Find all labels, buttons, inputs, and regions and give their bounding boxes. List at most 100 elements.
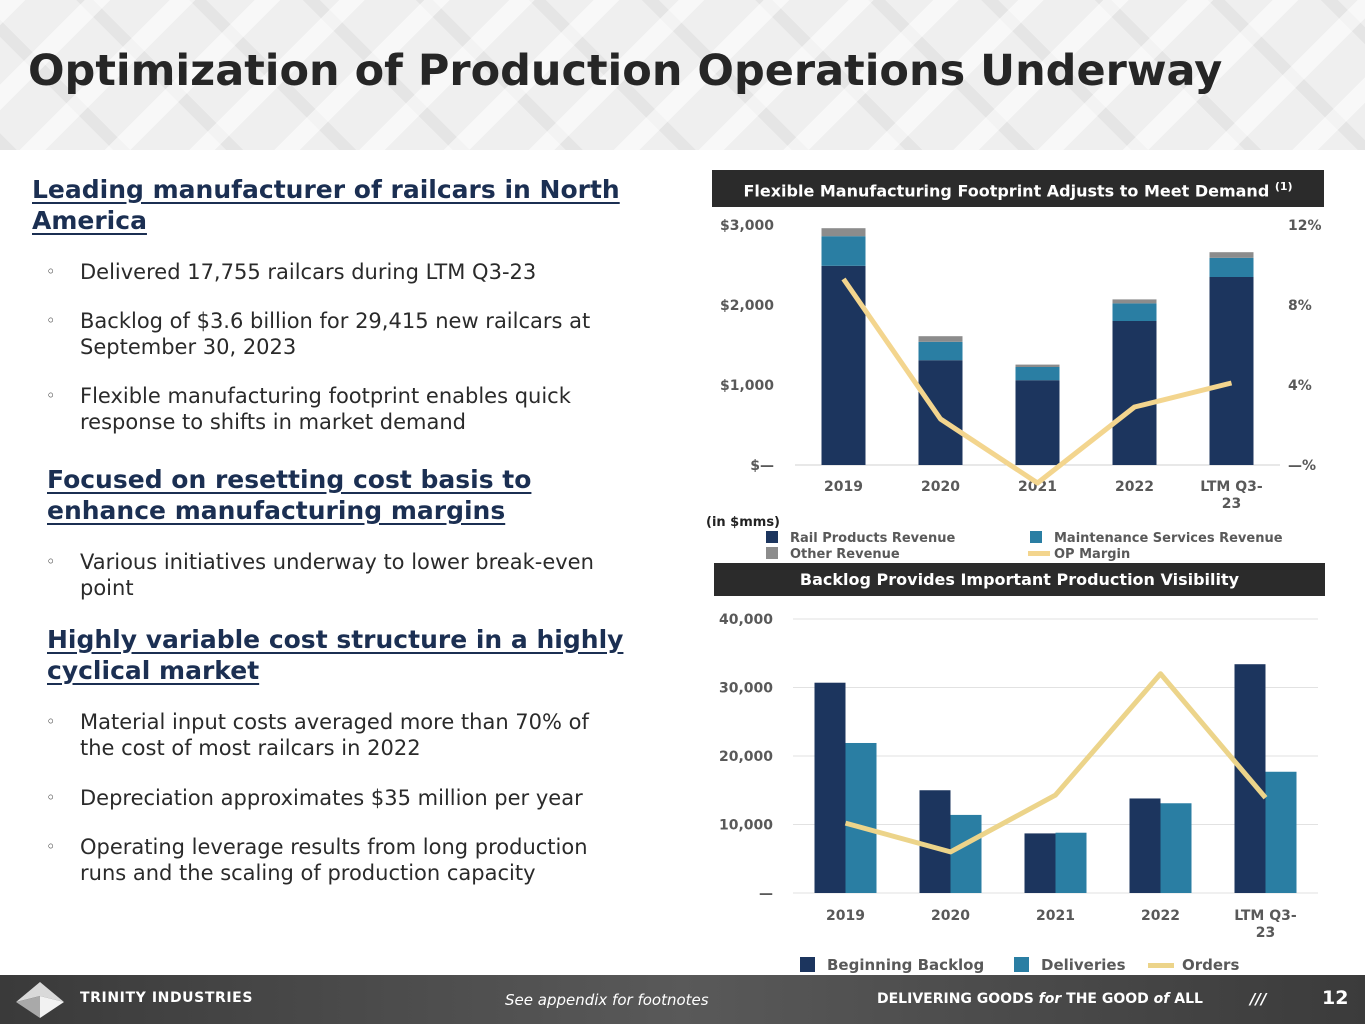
bullet-line: Backlog of $3.6 billion for 29,415 new r… xyxy=(80,309,591,333)
bullet-item: ◦ Depreciation approximates $35 million p… xyxy=(46,785,583,811)
tagline-part: DELIVERING GOODS xyxy=(877,991,1039,1007)
bullet-item: ◦ Material input costs averaged more than… xyxy=(46,709,589,761)
bullet-glyph: ◦ xyxy=(46,712,56,731)
bullet-line: Various initiatives underway to lower br… xyxy=(80,550,594,574)
section-heading-line: cyclical market xyxy=(47,656,260,685)
op-margin-line xyxy=(841,277,1233,486)
x-tick-label: 2020 xyxy=(931,908,970,924)
x-tick-label: 2022 xyxy=(1141,908,1180,924)
legend-label: Maintenance Services Revenue xyxy=(1054,531,1283,546)
bar xyxy=(814,682,846,893)
bullet-glyph: ◦ xyxy=(46,262,56,281)
legend-label: Beginning Backlog xyxy=(827,956,984,974)
legend-label: Rail Products Revenue xyxy=(790,531,955,546)
bar-segment xyxy=(1209,252,1254,258)
section-heading: Focused on resetting cost basis to enhanc… xyxy=(47,464,531,526)
bar xyxy=(1024,833,1056,893)
bar-segment xyxy=(918,360,963,465)
bullet-line: point xyxy=(80,576,134,600)
bar-segment xyxy=(1015,380,1060,465)
bar-segment xyxy=(1209,277,1254,465)
legend-line-swatch xyxy=(1028,551,1050,556)
section-heading-line: Focused on resetting cost basis to xyxy=(47,465,532,494)
left-content: Leading manufacturer of railcars in Nort… xyxy=(0,150,690,970)
bar-segment xyxy=(1209,257,1254,277)
panel2-title-bar: Backlog Provides Important Production Vi… xyxy=(714,563,1325,596)
tagline-part: ALL xyxy=(1169,991,1203,1007)
bullet-line: response to shifts in market demand xyxy=(80,410,467,434)
y-tick-label: $3,000 xyxy=(720,218,774,234)
legend-swatch xyxy=(1014,957,1029,972)
x-tick-label: 2022 xyxy=(1115,479,1154,495)
tagline-part: of xyxy=(1153,991,1170,1007)
y-tick-label: 20,000 xyxy=(719,749,773,765)
bar xyxy=(1265,771,1297,893)
bullet-glyph: ◦ xyxy=(46,311,56,330)
y-tick-label: 40,000 xyxy=(719,612,773,628)
bar-segment xyxy=(821,228,866,237)
bullet-glyph: ◦ xyxy=(46,552,56,571)
tagline-part: for xyxy=(1038,991,1062,1007)
y-tick-label: $1,000 xyxy=(720,378,774,394)
bullet-line: Material input costs averaged more than … xyxy=(80,710,589,734)
bullet-glyph: ◦ xyxy=(46,386,56,405)
bar-segment xyxy=(821,236,866,266)
legend-swatch xyxy=(766,547,778,559)
bullet-line: runs and the scaling of production capac… xyxy=(80,861,536,885)
units-note: (in $mms) xyxy=(706,515,780,530)
x-tick-label: 23 xyxy=(1256,925,1275,941)
y-tick-label: 10,000 xyxy=(719,818,773,834)
orders-line xyxy=(844,671,1268,855)
bullet-line: Flexible manufacturing footprint enables… xyxy=(80,384,571,408)
bar-segment xyxy=(918,336,963,342)
bullet-item: ◦ Backlog of $3.6 billion for 29,415 new … xyxy=(46,308,591,360)
legend-swatch xyxy=(800,957,815,972)
page-number: 12 xyxy=(1322,987,1349,1009)
bullet-line: Delivered 17,755 railcars during LTM Q3-… xyxy=(80,260,537,284)
bar-segment xyxy=(1112,303,1157,321)
legend-swatch xyxy=(766,531,778,543)
bullet-item: ◦ Delivered 17,755 railcars during LTM Q3… xyxy=(46,259,537,285)
y2-tick-label: 8% xyxy=(1288,298,1312,314)
tagline-part: THE GOOD xyxy=(1061,991,1154,1007)
bullet-line: September 30, 2023 xyxy=(80,335,297,359)
bar xyxy=(1160,803,1192,893)
legend-line-swatch xyxy=(1148,963,1174,968)
section-heading-line: America xyxy=(32,206,147,235)
tagline-slashes: /// xyxy=(1250,990,1267,1008)
bar xyxy=(950,814,982,893)
bullet-line: Operating leverage results from long pro… xyxy=(80,835,588,859)
bullet-item: ◦ Flexible manufacturing footprint enable… xyxy=(46,383,571,435)
panel2-title: Backlog Provides Important Production Vi… xyxy=(799,570,1240,589)
backlog-chart: — 10,000 20,000 30,000 40,000 2019 2020 2021 202… xyxy=(719,612,1318,974)
section-heading-line: enhance manufacturing margins xyxy=(47,496,506,525)
legend-label: Deliveries xyxy=(1041,956,1126,974)
bar-segment xyxy=(1015,367,1060,381)
footer-bar: TRINITY INDUSTRIES See appendix for foot… xyxy=(0,975,1365,1024)
section-heading-line: Leading manufacturer of railcars in Nort… xyxy=(32,175,620,204)
page-title: Optimization of Production Operations Un… xyxy=(28,46,1223,96)
bar-segment xyxy=(918,341,963,361)
y2-tick-label: 12% xyxy=(1288,218,1322,234)
bullet-item: ◦ Various initiatives underway to lower b… xyxy=(46,549,594,601)
bar-segment xyxy=(1015,364,1060,367)
brand-name: TRINITY INDUSTRIES xyxy=(80,990,254,1006)
panel1-title-bar: Flexible Manufacturing Footprint Adjusts… xyxy=(712,170,1324,208)
x-tick-label: 2019 xyxy=(824,479,863,495)
bar xyxy=(845,742,877,893)
x-tick-label: 2021 xyxy=(1018,479,1057,495)
legend-label: Orders xyxy=(1182,956,1239,974)
section-heading: Highly variable cost structure in a high… xyxy=(47,624,623,686)
header-banner: Optimization of Production Operations Un… xyxy=(0,0,1365,150)
panel1-title: Flexible Manufacturing Footprint Adjusts… xyxy=(743,181,1270,201)
section-heading: Leading manufacturer of railcars in Nort… xyxy=(32,174,620,236)
y-tick-label: $— xyxy=(750,458,774,474)
y-tick-label: 30,000 xyxy=(719,681,773,697)
x-tick-label: 2020 xyxy=(921,479,960,495)
bullet-glyph: ◦ xyxy=(46,788,56,807)
legend-label: OP Margin xyxy=(1054,547,1130,562)
bar-segment xyxy=(1112,299,1157,304)
bar-segment xyxy=(1112,321,1157,465)
panel1-footnote-marker: (1) xyxy=(1274,180,1293,193)
y2-tick-label: 4% xyxy=(1288,378,1312,394)
